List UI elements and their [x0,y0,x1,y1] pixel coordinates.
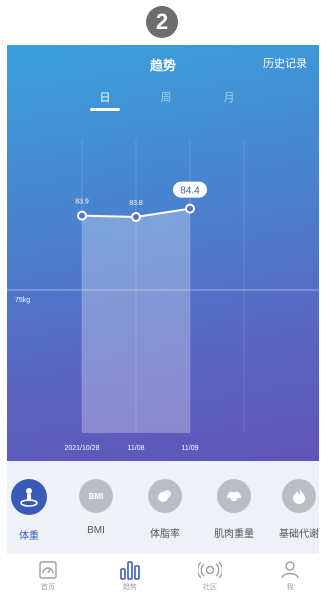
x-tick-label: 2021/10/28 [64,445,99,452]
muscle-icon [217,479,251,513]
data-label: 84.4 [180,186,200,197]
metric-body-fat[interactable]: 体脂率 [135,479,195,540]
area-fill [82,208,190,433]
community-signal-icon [185,560,235,580]
tabbar-home[interactable]: 首页 [23,560,73,592]
data-label: 83.8 [129,200,143,207]
x-tick-label: 11/08 [128,445,145,452]
weight-trend-chart: 75kg 83.9 83.8 84.4 2021/10/28 11/08 11/09 [7,140,319,452]
data-point [77,210,87,221]
body-fat-icon [148,479,182,513]
page-title: 趋势 [149,58,176,73]
metric-weight[interactable]: 体重 [0,479,59,542]
metric-metabolism[interactable]: 基础代谢 [269,479,326,540]
weight-icon [11,479,47,515]
metric-label: 体脂率 [150,529,180,540]
tab-label: 趋势 [123,584,137,591]
tabbar-trend[interactable]: 趋势 [105,560,155,592]
metric-label: 基础代谢 [279,529,319,540]
data-label: 83.9 [75,199,89,206]
history-button[interactable]: 历史记录 [263,58,307,70]
metric-label: 肌肉重量 [214,529,254,540]
data-label-bubble [173,181,207,198]
metric-label: 体重 [19,531,39,542]
metabolism-flame-icon [282,479,316,513]
metric-bmi[interactable]: BMI BMI [66,479,126,536]
x-tick-label: 11/09 [182,445,199,452]
tab-label: 首页 [41,584,55,591]
metric-muscle[interactable]: 肌肉重量 [204,479,264,540]
tab-week[interactable]: 周 [160,92,172,104]
step-badge: 2 [146,6,178,38]
reference-line-label: 75kg [15,297,30,304]
metric-selector: 体重 BMI BMI 体脂率 肌肉重量 基础代谢 [7,461,319,554]
trend-panel: 趋势 历史记录 日 周 月 75kg 83.9 83.8 84.4 2021/10/28… [7,45,319,461]
trend-bars-icon [105,560,155,580]
tabbar-profile[interactable]: 我 [265,560,315,592]
home-icon [23,560,73,580]
bmi-icon: BMI [79,479,113,513]
tab-day[interactable]: 日 [99,92,111,104]
metric-label: BMI [87,525,105,536]
tab-month[interactable]: 月 [223,92,235,104]
tab-label: 社区 [203,584,217,591]
profile-icon [265,560,315,580]
tabbar-community[interactable]: 社区 [185,560,235,592]
data-point [131,212,141,222]
tab-underline [90,108,120,111]
data-point [185,203,195,214]
bottom-tabbar: 首页 趋势 社区 [7,554,319,595]
tab-label: 我 [286,584,294,591]
